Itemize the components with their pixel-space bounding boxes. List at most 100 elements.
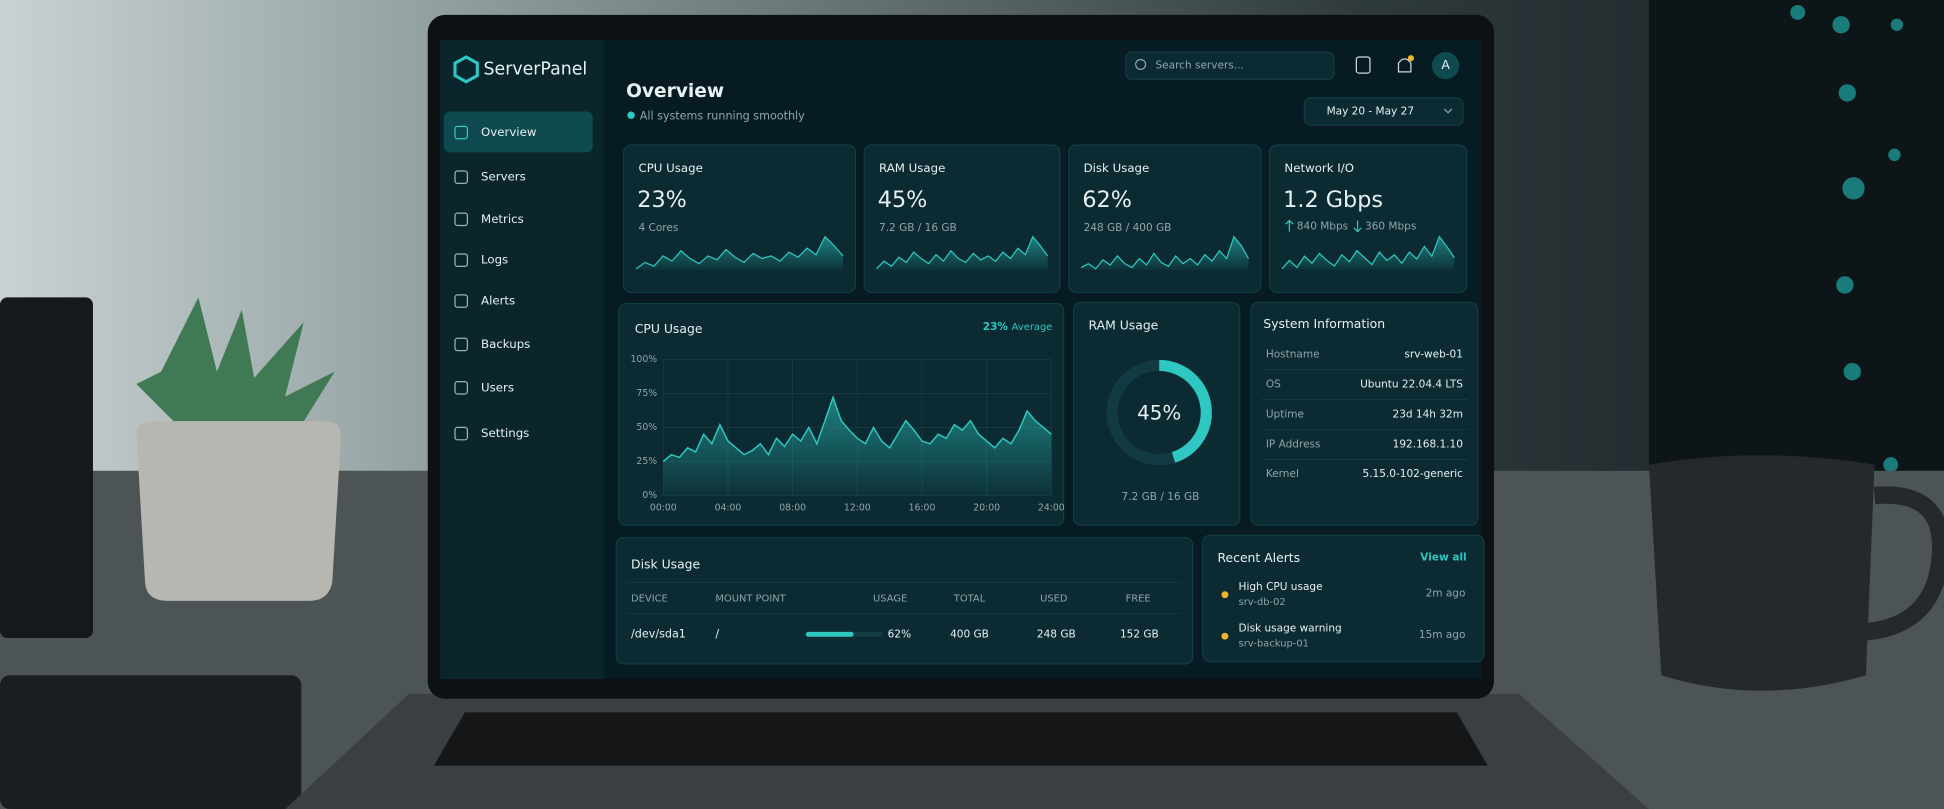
column-header: TOTAL	[953, 593, 986, 604]
ram-title: RAM Usage	[1089, 317, 1159, 332]
alert-title[interactable]: Disk usage warning	[1239, 623, 1342, 635]
x-tick-label: 04:00	[715, 502, 742, 513]
mug	[1648, 455, 1875, 691]
alert-title[interactable]: High CPU usage	[1239, 581, 1323, 593]
cpu-average: 23%	[983, 321, 1009, 333]
up-arrow	[1285, 219, 1294, 232]
nav-item[interactable]: Users	[481, 380, 514, 394]
cpu-chart-title: CPU Usage	[635, 321, 703, 336]
x-tick-label: 24:00	[1038, 502, 1065, 513]
cell: 62%	[888, 628, 911, 640]
sparkline-area	[636, 236, 844, 271]
avatar-letter: A	[1441, 57, 1450, 72]
cpu-area	[663, 397, 1052, 496]
nav-item[interactable]: Settings	[481, 426, 529, 440]
card-value: 23%	[637, 187, 687, 213]
cell: 400 GB	[950, 628, 989, 640]
alerts-title: Recent Alerts	[1217, 550, 1300, 565]
column-header: MOUNT POINT	[715, 593, 786, 604]
card-value: 1.2 Gbps	[1283, 187, 1383, 213]
card-title: Network I/O	[1284, 161, 1354, 175]
card-sub: 4 Cores	[638, 222, 678, 234]
logo	[453, 55, 479, 84]
server-rack	[1648, 0, 1944, 471]
sparkline-area	[876, 236, 1048, 271]
column-header: USAGE	[873, 593, 907, 604]
doc-icon[interactable]	[1355, 56, 1371, 74]
nav-icon	[454, 426, 469, 441]
nav-item[interactable]: Alerts	[481, 294, 515, 308]
x-tick-label: 08:00	[779, 502, 806, 513]
info-label: Uptime	[1266, 408, 1304, 420]
card-sub: 7.2 GB / 16 GB	[879, 222, 957, 234]
view-all[interactable]: View all	[1420, 552, 1466, 564]
info-value: 192.168.1.10	[1393, 438, 1463, 450]
sparkline-area	[1081, 236, 1249, 271]
date-picker[interactable]	[1303, 97, 1464, 126]
disk-panel	[615, 537, 1194, 665]
card-title: Disk Usage	[1084, 161, 1150, 175]
cpu-average-label: Average	[1012, 322, 1053, 333]
alert-server: srv-db-02	[1239, 597, 1286, 608]
donut-arc	[1106, 359, 1212, 466]
info-value: 5.15.0-102-generic	[1363, 468, 1464, 480]
status-dot	[627, 111, 635, 119]
card-value: 45%	[878, 187, 928, 213]
chevron	[1443, 108, 1453, 114]
nav-item[interactable]: Overview	[481, 125, 537, 139]
nav-icon	[454, 253, 469, 267]
search-placeholder[interactable]: Search servers...	[1155, 60, 1243, 72]
alerts-panel	[1202, 534, 1485, 663]
info-label: Hostname	[1266, 348, 1320, 360]
cell: 248 GB	[1037, 628, 1076, 640]
sysinfo-panel	[1250, 301, 1479, 526]
column-header: FREE	[1126, 593, 1151, 604]
column-header: USED	[1040, 593, 1068, 604]
nav-icon	[454, 212, 469, 227]
x-tick-label: 00:00	[650, 502, 677, 513]
bell-icon[interactable]	[1397, 58, 1412, 73]
info-value: srv-web-01	[1404, 348, 1462, 360]
ram-detail: 7.2 GB / 16 GB	[1122, 491, 1200, 503]
keyboard	[433, 712, 1488, 766]
y-tick-label: 0%	[642, 490, 657, 501]
card-up: 840 Mbps	[1297, 221, 1348, 233]
disk-title: Disk Usage	[631, 556, 700, 571]
nav-item[interactable]: Backups	[481, 337, 530, 351]
nav-item[interactable]: Logs	[481, 253, 508, 267]
info-label: IP Address	[1266, 438, 1321, 450]
cell: /dev/sda1	[631, 627, 686, 640]
card-value: 62%	[1082, 187, 1132, 213]
nav-item[interactable]: Servers	[481, 170, 526, 184]
search-box[interactable]	[1125, 51, 1335, 80]
notebook	[0, 675, 302, 809]
nav-icon	[454, 170, 469, 184]
cell: /	[715, 627, 719, 640]
alert-time: 2m ago	[1426, 587, 1466, 599]
nav-item[interactable]: Metrics	[481, 212, 524, 226]
plant	[136, 297, 335, 422]
bell-badge	[1407, 55, 1414, 62]
info-label: Kernel	[1266, 468, 1299, 480]
sparkline	[1080, 235, 1250, 270]
alert-server: srv-backup-01	[1239, 639, 1309, 650]
page-title: Overview	[626, 81, 724, 102]
info-label: OS	[1266, 378, 1281, 390]
y-tick-label: 25%	[636, 456, 657, 467]
date-range: May 20 - May 27	[1327, 106, 1414, 118]
pen-cup	[0, 297, 93, 639]
down-arrow	[1353, 220, 1362, 233]
info-value: Ubuntu 22.04.4 LTS	[1360, 378, 1463, 390]
alert-time: 15m ago	[1419, 629, 1466, 641]
avatar[interactable]	[1431, 52, 1460, 80]
sparkline	[1281, 235, 1455, 270]
alert-dot	[1221, 632, 1229, 640]
nav-icon	[454, 337, 469, 352]
nav-icon	[454, 294, 469, 308]
column-header: DEVICE	[631, 593, 668, 604]
sparkline-area	[1281, 236, 1455, 271]
sparkline	[635, 235, 844, 270]
status-text: All systems running smoothly	[640, 109, 805, 122]
rack-lights	[1790, 4, 1904, 473]
cell: 152 GB	[1120, 628, 1159, 640]
